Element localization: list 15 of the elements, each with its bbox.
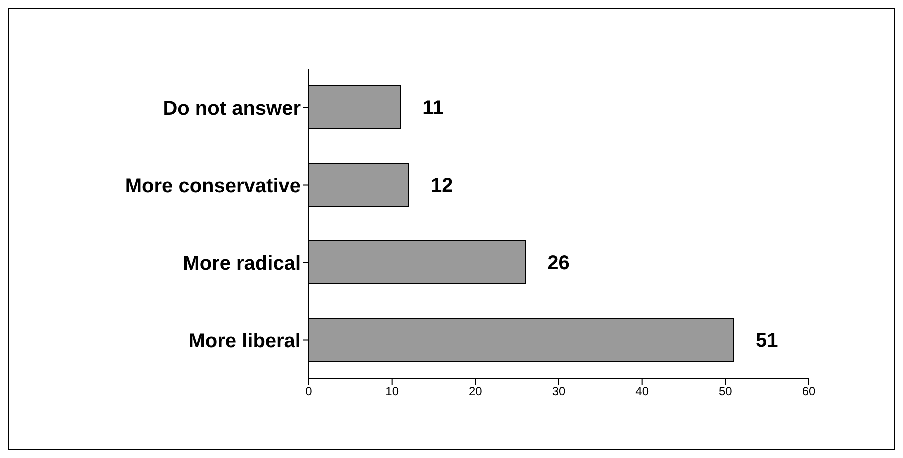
y-tick-label: More radical xyxy=(183,252,301,275)
x-tick-label: 30 xyxy=(552,384,566,399)
x-tick-label: 0 xyxy=(306,384,313,399)
y-tick-label: More conservative xyxy=(125,175,301,198)
data-label: 11 xyxy=(422,98,444,120)
x-tick-label: 10 xyxy=(386,384,400,399)
x-tick-label: 60 xyxy=(802,384,816,399)
y-tick-label: Do not answer xyxy=(163,98,302,120)
x-tick-label: 20 xyxy=(468,384,483,399)
x-tick-label: 40 xyxy=(636,384,650,399)
data-label: 12 xyxy=(431,175,454,198)
data-label: 26 xyxy=(548,252,570,275)
data-label: 51 xyxy=(756,330,778,352)
x-tick-label: 50 xyxy=(718,384,733,399)
y-tick-label: More liberal xyxy=(188,330,301,352)
